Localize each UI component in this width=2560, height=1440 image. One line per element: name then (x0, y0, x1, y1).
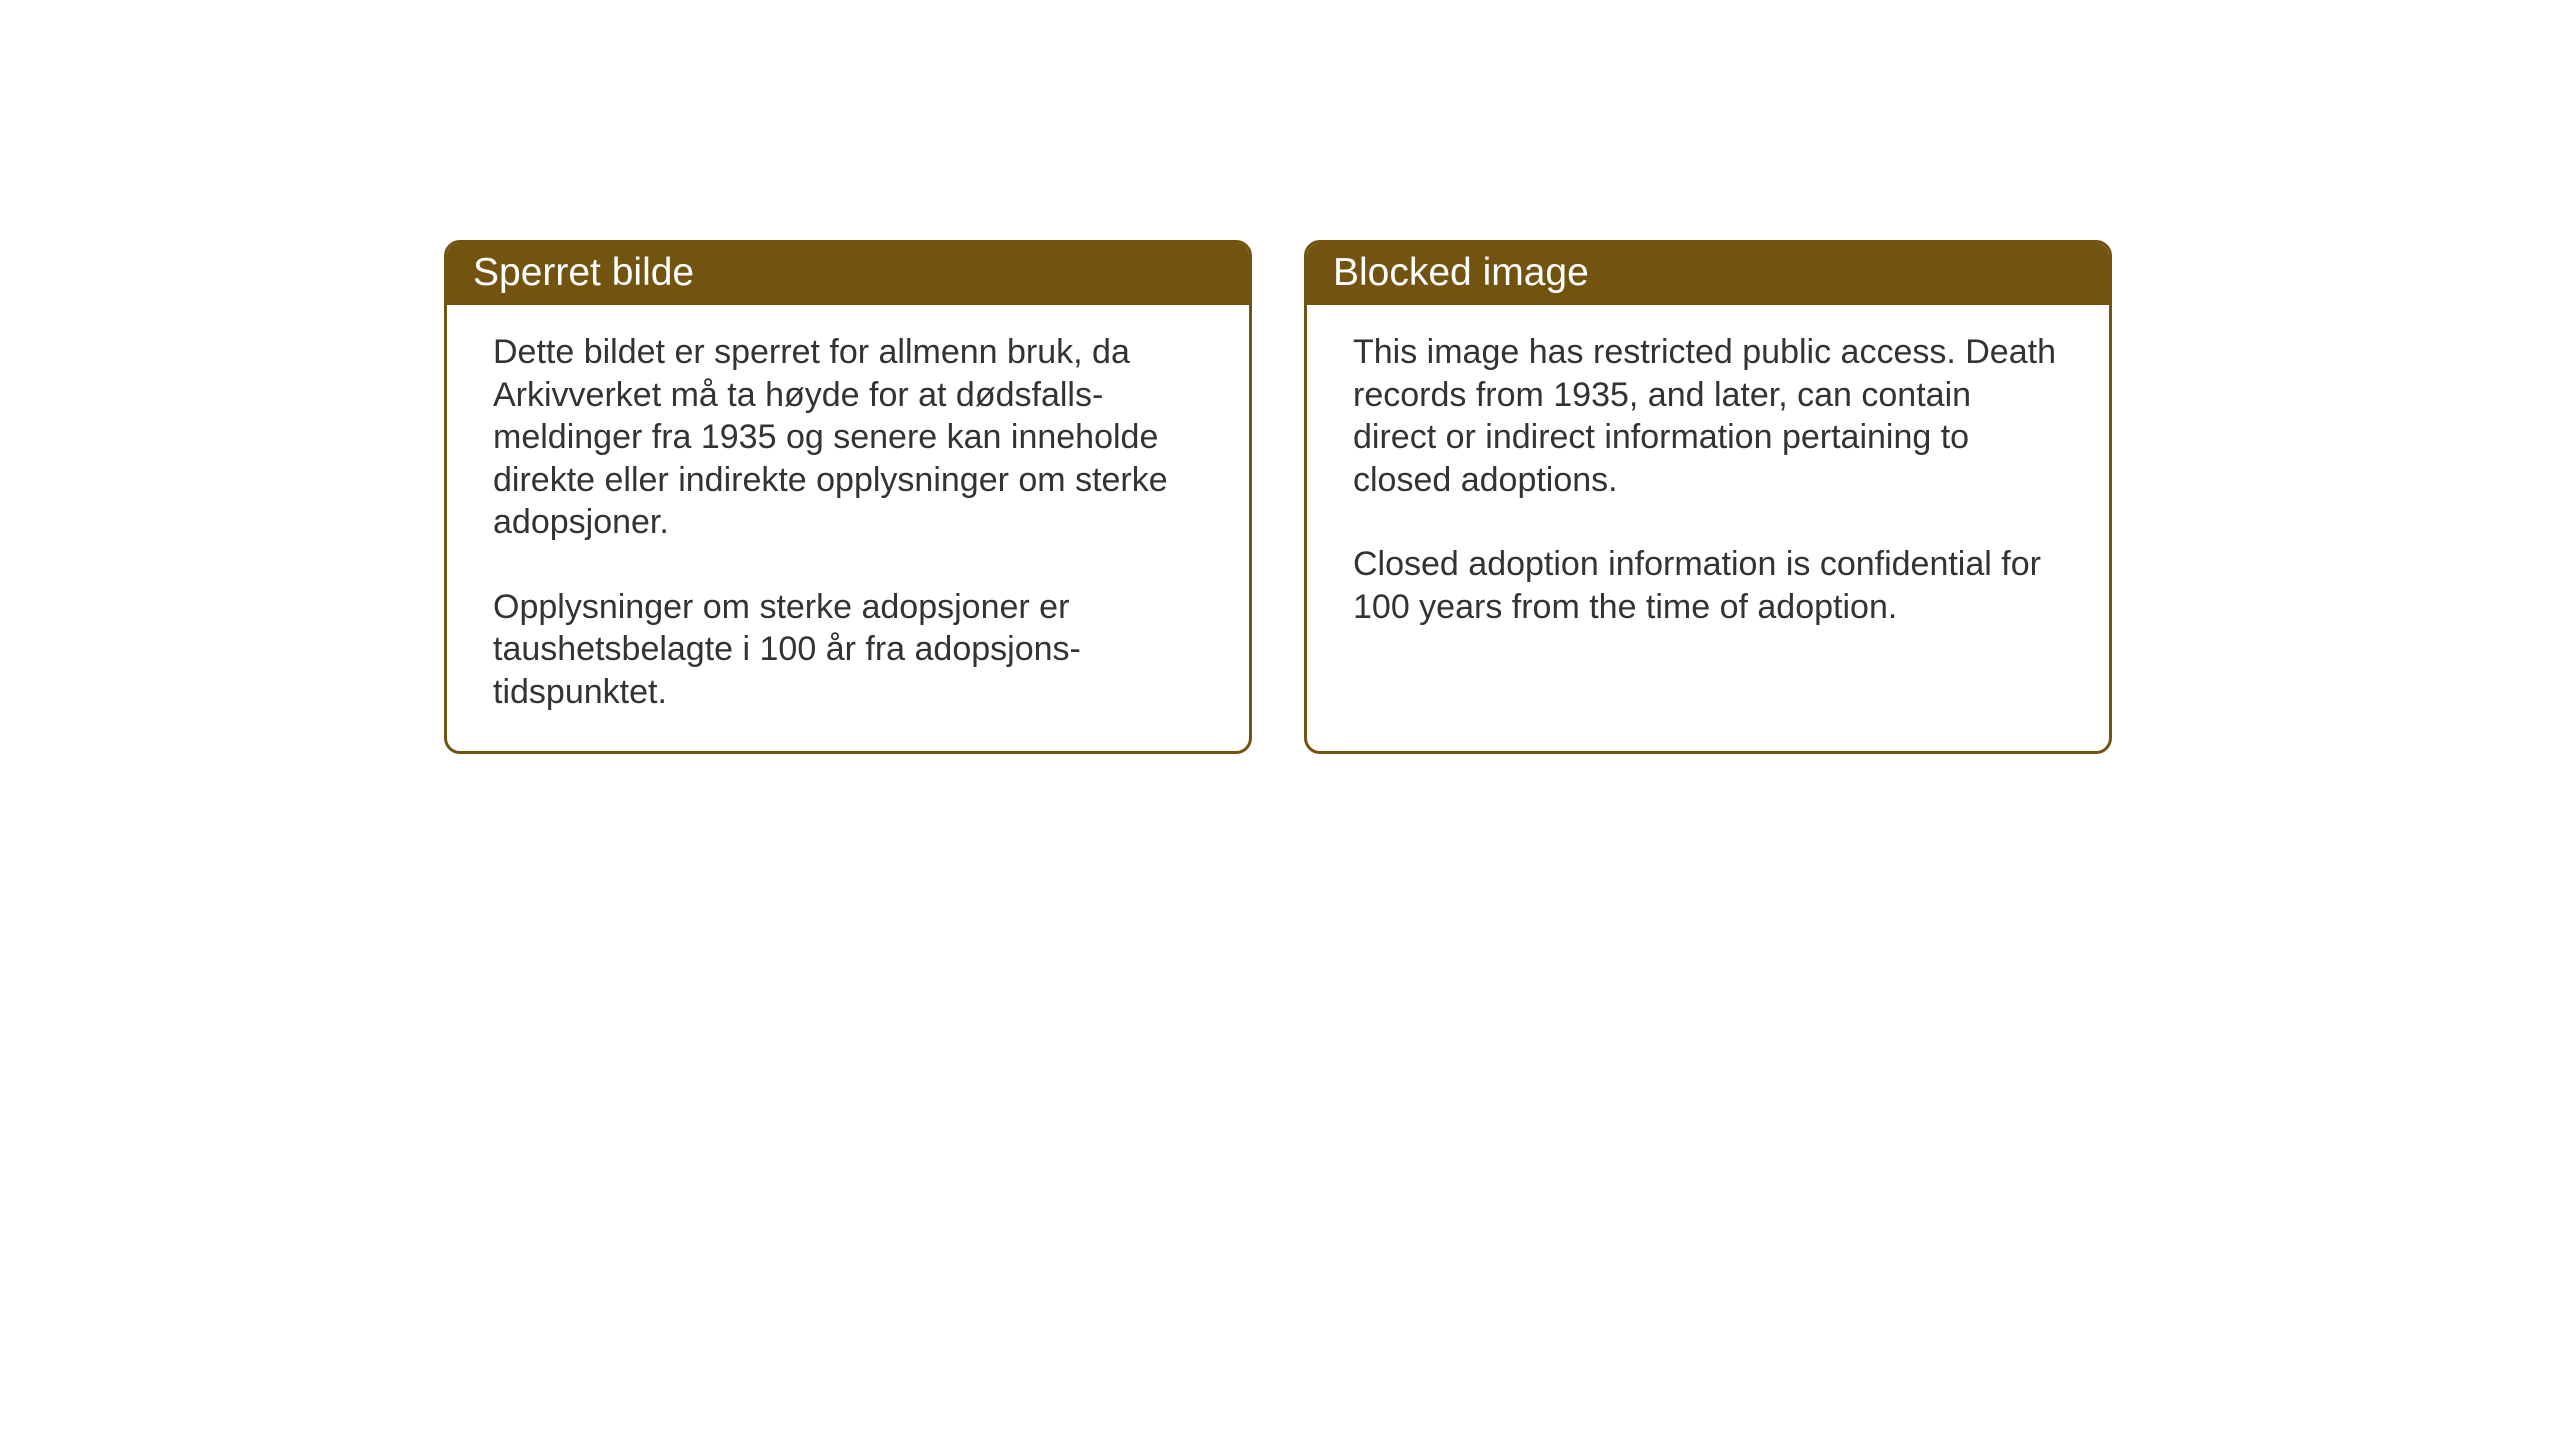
notice-card-english: Blocked image This image has restricted … (1304, 240, 2112, 754)
notice-body-english: This image has restricted public access.… (1307, 305, 2109, 666)
notice-paragraph-2-norwegian: Opplysninger om sterke adopsjoner er tau… (493, 586, 1203, 714)
notice-body-norwegian: Dette bildet er sperret for allmenn bruk… (447, 305, 1249, 751)
notice-paragraph-1-norwegian: Dette bildet er sperret for allmenn bruk… (493, 331, 1203, 544)
notice-paragraph-2-english: Closed adoption information is confident… (1353, 543, 2063, 628)
notice-paragraph-1-english: This image has restricted public access.… (1353, 331, 2063, 501)
notice-header-english: Blocked image (1307, 243, 2109, 305)
notice-header-norwegian: Sperret bilde (447, 243, 1249, 305)
notice-card-norwegian: Sperret bilde Dette bildet er sperret fo… (444, 240, 1252, 754)
notice-container: Sperret bilde Dette bildet er sperret fo… (444, 240, 2112, 754)
